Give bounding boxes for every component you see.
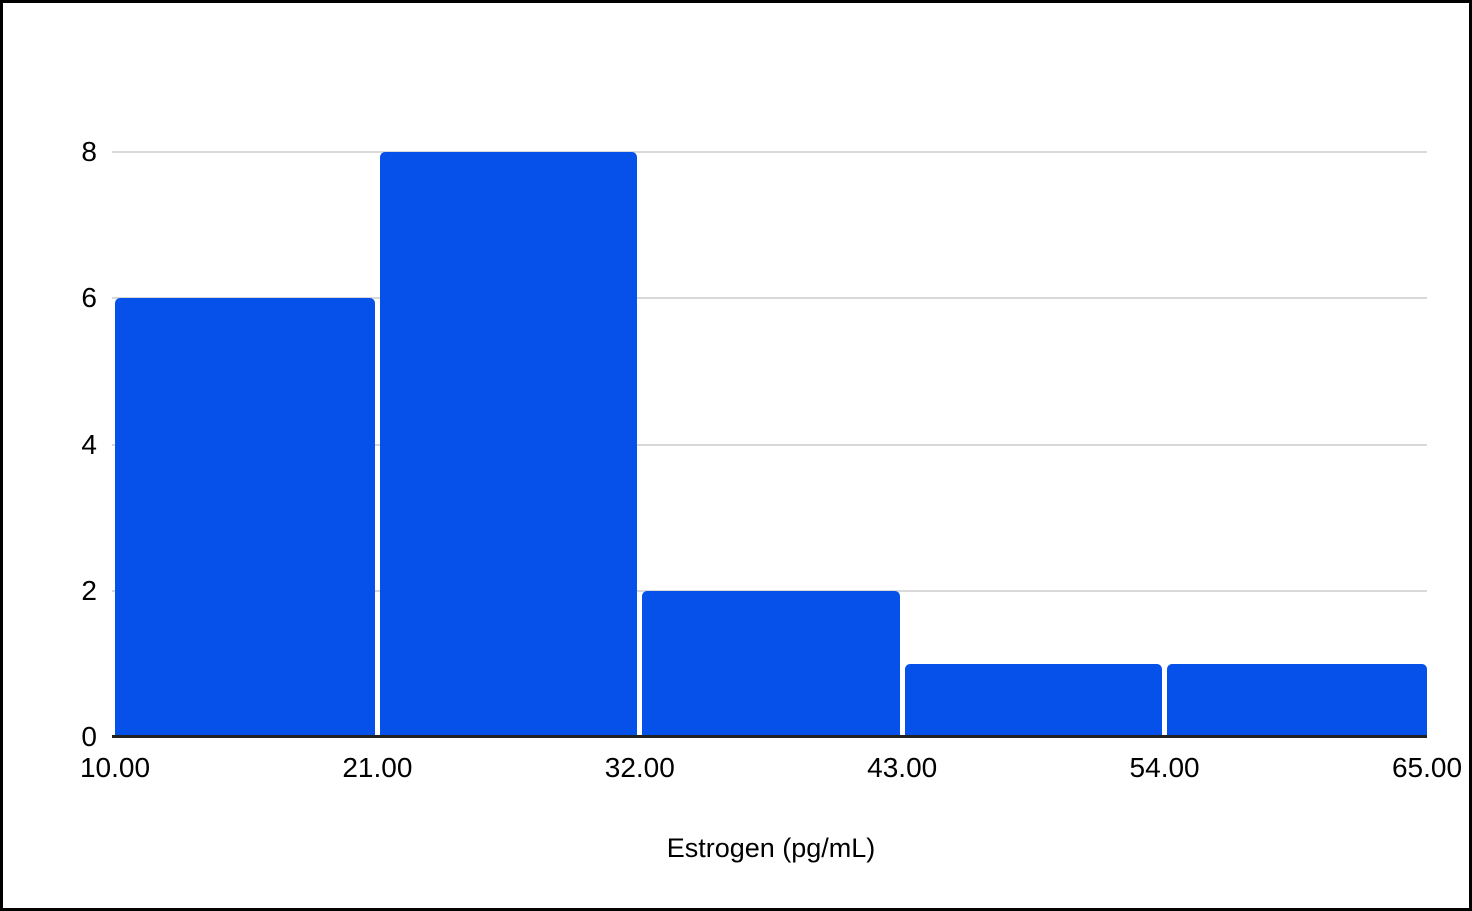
- y-axis-tick-label: 4: [81, 428, 97, 460]
- histogram-bar: [1167, 663, 1427, 737]
- gridline: [112, 443, 1427, 446]
- x-axis-tick-label: 43.00: [867, 752, 938, 783]
- histogram-bar: [904, 663, 1163, 737]
- x-axis-tick-label: 21.00: [342, 752, 413, 783]
- x-axis-tick-label: 65.00: [1391, 752, 1463, 783]
- y-axis-tick-label: 0: [81, 721, 97, 752]
- y-axis-tick-label: 6: [81, 282, 97, 314]
- histogram-bar: [115, 298, 375, 737]
- x-axis-tick-label: 32.00: [604, 752, 675, 783]
- x-axis-line: [112, 735, 1427, 738]
- gridline: [112, 151, 1427, 153]
- y-axis-tick-label: 2: [81, 574, 97, 606]
- histogram-bar: [379, 152, 638, 737]
- y-axis-tick-label: 8: [81, 136, 97, 167]
- x-axis-title: Estrogen (pg/mL): [666, 833, 876, 863]
- x-axis-tick-label: 10.00: [79, 752, 151, 783]
- gridline: [112, 297, 1427, 300]
- histogram-bar: [642, 590, 900, 737]
- x-axis-tick-label: 54.00: [1129, 752, 1200, 783]
